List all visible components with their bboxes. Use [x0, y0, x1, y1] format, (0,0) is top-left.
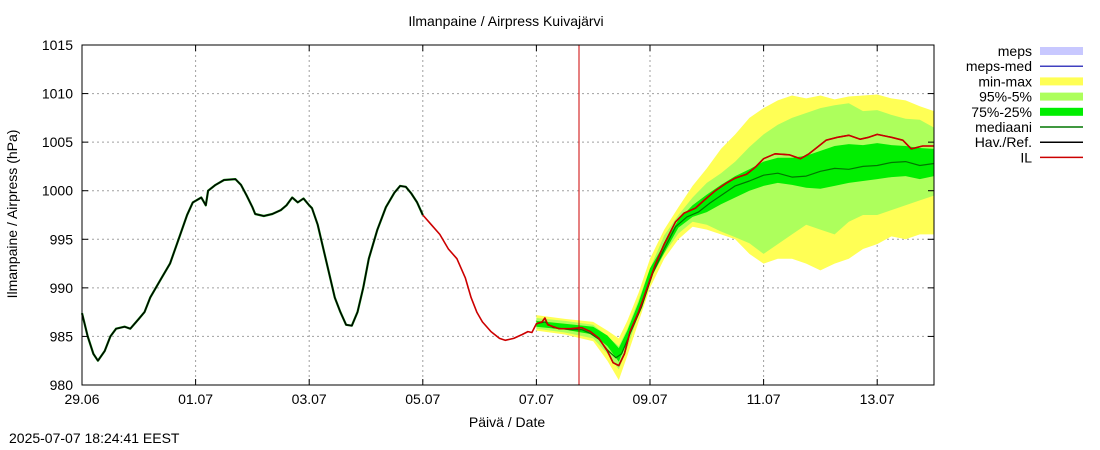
- frame-rect: [81, 44, 935, 386]
- x-tick-label: 09.07: [632, 391, 667, 407]
- legend-label: 95%-5%: [979, 89, 1032, 105]
- series-il-top: [536, 133, 934, 367]
- x-tick-label: 29.06: [64, 391, 99, 407]
- chart-title: Ilmanpaine / Airpress Kuivajärvi: [408, 13, 603, 29]
- legend-label: Hav./Ref.: [975, 134, 1032, 150]
- y-tick-label: 990: [50, 280, 74, 296]
- y-tick-label: 1010: [42, 86, 73, 102]
- legend-swatch: [1040, 77, 1083, 86]
- legend-label: min-max: [978, 73, 1032, 89]
- forecast-bands: [536, 94, 934, 381]
- x-axis-label: Päivä / Date: [469, 414, 545, 430]
- timestamp: 2025-07-07 18:24:41 EEST: [9, 430, 180, 446]
- plot-frame: [81, 44, 935, 386]
- y-tick-label: 995: [50, 231, 74, 247]
- x-tick-label: 01.07: [178, 391, 213, 407]
- legend-swatch: [1040, 92, 1083, 101]
- x-tick-label: 03.07: [292, 391, 327, 407]
- series-lines: [80, 133, 935, 367]
- x-tick-label: 07.07: [519, 391, 554, 407]
- x-tick-label: 05.07: [405, 391, 440, 407]
- legend-label: mediaani: [975, 119, 1032, 135]
- y-tick-label: 1015: [42, 37, 73, 53]
- legend-label: IL: [1020, 149, 1032, 165]
- legend-label: 75%-25%: [971, 104, 1032, 120]
- y-axis-ticks: 980 985 990 995 1000 1005 1010 1015: [42, 37, 934, 393]
- y-axis-label: Ilmanpaine / Airpress (hPa): [4, 130, 20, 299]
- legend: mepsmeps-medmin-max95%-5%75%-25%mediaani…: [966, 43, 1083, 165]
- legend-label: meps-med: [966, 58, 1032, 74]
- x-axis-ticks: 29.06 01.07 03.07 05.07 07.07 09.07 11.07 13.07: [64, 45, 895, 407]
- x-tick-label: 13.07: [860, 391, 895, 407]
- y-tick-label: 1005: [42, 134, 73, 150]
- y-tick-label: 1000: [42, 183, 73, 199]
- legend-swatch: [1040, 107, 1083, 116]
- x-tick-label: 11.07: [747, 391, 781, 407]
- y-tick-label: 980: [50, 377, 74, 393]
- legend-label: meps: [998, 43, 1032, 59]
- band-75-25: [536, 143, 934, 362]
- series-hav-ref: [81, 178, 424, 362]
- legend-swatch: [1040, 47, 1083, 55]
- series-mediaani: [536, 161, 935, 359]
- y-tick-label: 985: [50, 328, 74, 344]
